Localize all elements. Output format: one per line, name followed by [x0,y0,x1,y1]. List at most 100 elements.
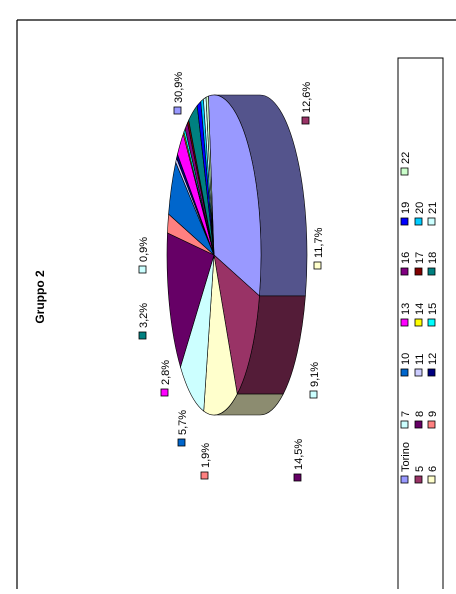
legend-swatch-14 [414,318,423,327]
legend-label-19: 19 [400,202,412,214]
data-label-21: 0,9% [138,237,150,274]
legend-label-15: 15 [427,303,439,315]
legend-item-15: 15 [427,303,439,327]
legend-swatch-10 [400,368,409,377]
chart-title: Gruppo 2 [33,270,47,324]
data-label-swatch-6 [313,261,322,270]
legend-swatch-13 [400,318,409,327]
slice-5 [213,254,260,395]
slice-8 [166,232,215,369]
data-label-10: 5,7% [177,410,189,447]
legend-swatch-8 [414,420,423,429]
data-label-18: 3,2% [138,303,150,340]
slice-7 [180,254,215,412]
data-label-text-5: 12,6% [301,82,313,113]
data-label-text-9: 1,9% [200,443,212,468]
slice-Torino [208,94,262,297]
legend-item-11: 11 [414,354,426,377]
legend-label-16: 16 [400,252,412,264]
legend-item-17: 17 [414,252,426,276]
legend-item-20: 20 [414,202,426,226]
pie-top [166,94,262,416]
legend-label-21: 21 [427,202,439,214]
data-label-Torino: 30,9% [173,72,185,115]
data-label-text-21: 0,9% [138,237,150,262]
legend-swatch-Torino [400,475,409,484]
legend-item-9: 9 [427,411,439,429]
legend-item-19: 19 [400,202,412,226]
data-label-swatch-Torino [173,106,182,115]
legend-swatch-16 [400,267,409,276]
legend-swatch-12 [427,368,436,377]
data-label-text-7: 9,1% [309,362,321,387]
legend-swatch-20 [414,217,423,226]
slice-22 [205,95,215,256]
legend-label-Torino: Torino [400,442,412,472]
legend-swatch-9 [427,420,436,429]
legend-label-11: 11 [414,354,426,365]
legend-label-8: 8 [414,411,426,417]
data-label-swatch-8 [293,473,302,482]
legend-swatch-19 [400,217,409,226]
data-label-text-10: 5,7% [177,410,189,435]
data-label-6: 11,7% [313,227,325,270]
legend-swatch-18 [427,267,436,276]
legend-label-12: 12 [427,353,439,365]
legend-swatch-5 [414,475,423,484]
legend-swatch-22 [400,167,409,176]
data-label-text-6: 11,7% [313,227,325,258]
legend-item-18: 18 [427,252,439,276]
legend-swatch-11 [414,368,423,377]
data-label-text-8: 14,5% [293,439,305,470]
legend-item-21: 21 [427,202,439,226]
legend-item-14: 14 [414,303,426,327]
data-label-swatch-9 [200,471,209,480]
data-label-5: 12,6% [301,82,313,125]
legend-swatch-7 [400,420,409,429]
legend-item-12: 12 [427,353,439,377]
legend-label-22: 22 [400,152,412,164]
legend-label-5: 5 [414,466,426,472]
data-label-9: 1,9% [200,443,212,480]
legend-item-16: 16 [400,252,412,276]
legend-label-9: 9 [427,411,439,417]
chart-frame [16,19,456,589]
data-label-13: 2,8% [160,360,172,397]
legend-label-14: 14 [414,303,426,315]
legend-label-10: 10 [400,353,412,365]
legend-item-Torino: Torino [400,442,412,484]
data-label-swatch-18 [138,331,147,340]
legend-item-10: 10 [400,353,412,377]
data-label-swatch-10 [177,438,186,447]
data-label-swatch-5 [301,116,310,125]
legend-label-18: 18 [427,252,439,264]
data-label-swatch-7 [309,390,318,399]
data-label-text-18: 3,2% [138,303,150,328]
data-label-text-Torino: 30,9% [173,72,185,103]
data-label-7: 9,1% [309,362,321,399]
data-label-swatch-21 [138,265,147,274]
legend-swatch-17 [414,267,423,276]
legend-item-8: 8 [414,411,426,429]
legend-item-22: 22 [400,152,412,176]
legend-item-6: 6 [427,466,439,484]
legend-item-5: 5 [414,466,426,484]
legend-label-13: 13 [400,303,412,315]
legend-item-13: 13 [400,303,412,327]
data-label-text-13: 2,8% [160,360,172,385]
slice-6 [203,254,238,416]
legend-item-7: 7 [400,411,412,429]
legend-label-6: 6 [427,466,439,472]
legend-label-7: 7 [400,411,412,417]
legend-swatch-15 [427,318,436,327]
chart-title-group: Gruppo 2 [33,270,47,324]
legend-label-20: 20 [414,202,426,214]
legend-swatch-21 [427,217,436,226]
legend-swatch-6 [427,475,436,484]
legend-label-17: 17 [414,252,426,264]
data-label-8: 14,5% [293,439,305,482]
data-label-swatch-13 [160,388,169,397]
legend: Torino 5 6 7 8 9 10 11 12 13 14 15 16 17 18 19 20 21 22 [397,57,444,591]
